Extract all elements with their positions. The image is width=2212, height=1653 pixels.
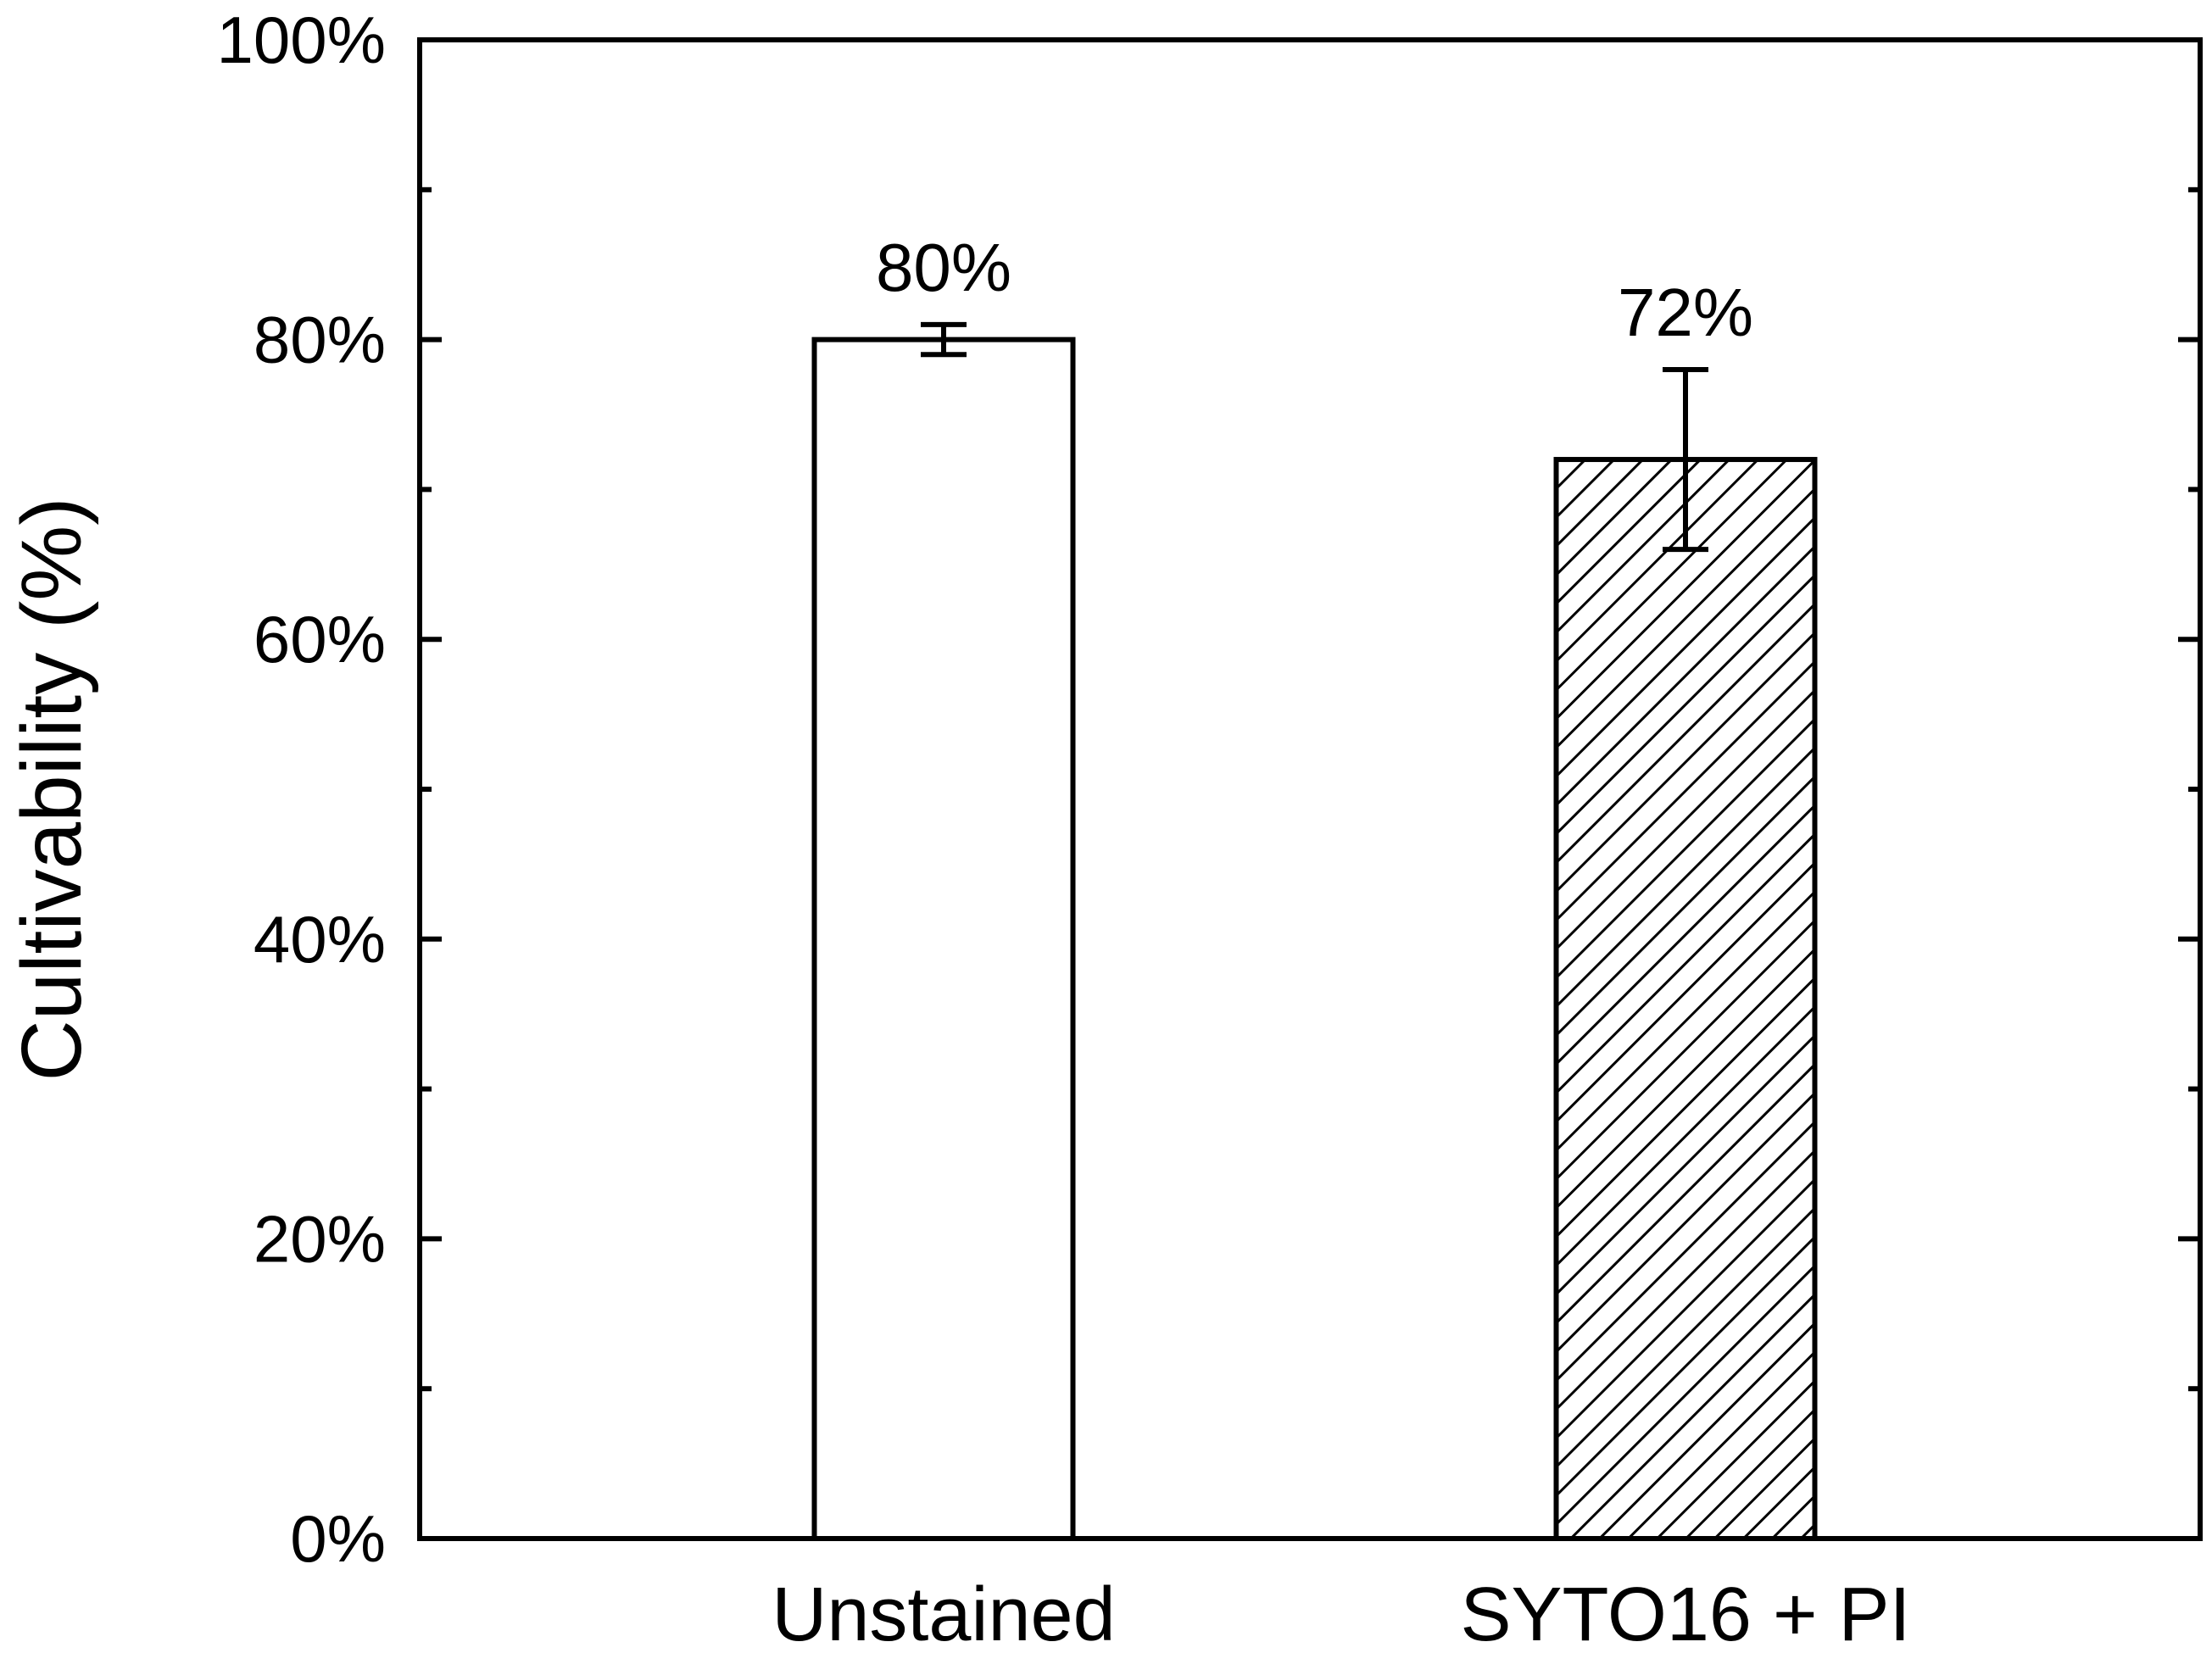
y-tick-label: 40% bbox=[254, 902, 386, 977]
y-tick-label: 60% bbox=[254, 602, 386, 676]
data-label-2: 72% bbox=[1618, 275, 1753, 350]
error-bar-2 bbox=[1663, 366, 1708, 553]
y-tick-label: 0% bbox=[290, 1501, 386, 1576]
bar-1 bbox=[811, 337, 1076, 1542]
error-bar-1 bbox=[921, 321, 967, 358]
y-tick-label: 80% bbox=[254, 303, 386, 377]
y-axis-title: Cultivability (%) bbox=[4, 497, 99, 1081]
bar-2 bbox=[1553, 457, 1818, 1541]
x-tick-label-1: Unstained bbox=[772, 1572, 1115, 1649]
y-tick-label: 100% bbox=[217, 3, 387, 77]
data-label-1: 80% bbox=[876, 230, 1011, 305]
x-tick-label-2: SYTO16 + PI bbox=[1460, 1572, 1910, 1649]
y-tick-label: 20% bbox=[254, 1201, 386, 1276]
plot-frame bbox=[417, 37, 2203, 1541]
